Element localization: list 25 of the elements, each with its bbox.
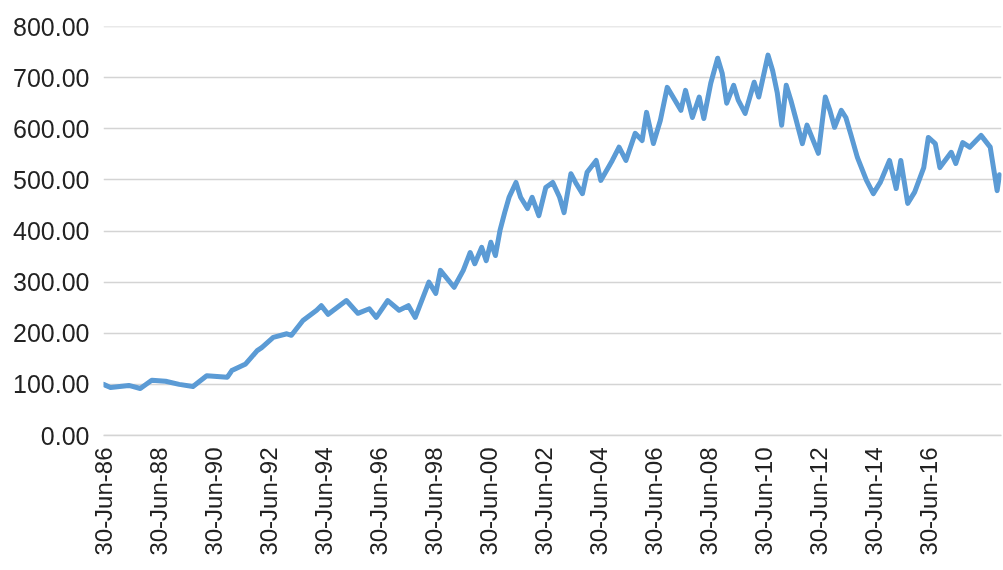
x-tick-label: 30-Jun-96 [364, 447, 392, 556]
x-tick-label: 30-Jun-88 [145, 447, 173, 556]
y-tick-label: 200.00 [13, 319, 90, 348]
x-tick-label: 30-Jun-08 [694, 447, 722, 556]
x-tick-label: 30-Jun-86 [90, 447, 117, 556]
y-tick-label: 600.00 [13, 114, 90, 143]
x-tick-label: 30-Jun-04 [584, 447, 612, 556]
y-tick-label: 700.00 [13, 63, 90, 92]
y-tick-label: 300.00 [13, 268, 90, 297]
y-tick-label: 400.00 [13, 217, 90, 245]
y-tick-label: 0.00 [40, 421, 90, 450]
x-tick-label: 30-Jun-14 [859, 447, 887, 556]
x-tick-label: 30-Jun-10 [749, 447, 777, 556]
y-tick-label: 500.00 [13, 165, 90, 194]
x-tick-label: 30-Jun-16 [914, 447, 942, 556]
y-tick-label: 800.00 [13, 12, 90, 41]
x-tick-label: 30-Jun-06 [639, 447, 667, 556]
x-tick-label: 30-Jun-90 [199, 447, 227, 556]
x-tick-label: 30-Jun-02 [529, 447, 557, 556]
x-tick-label: 30-Jun-12 [804, 447, 832, 556]
x-tick-label: 30-Jun-94 [309, 447, 337, 556]
x-tick-label: 30-Jun-98 [419, 447, 447, 556]
x-tick-label: 30-Jun-00 [474, 447, 502, 556]
y-tick-label: 100.00 [13, 370, 90, 399]
x-tick-label: 30-Jun-92 [254, 447, 282, 556]
